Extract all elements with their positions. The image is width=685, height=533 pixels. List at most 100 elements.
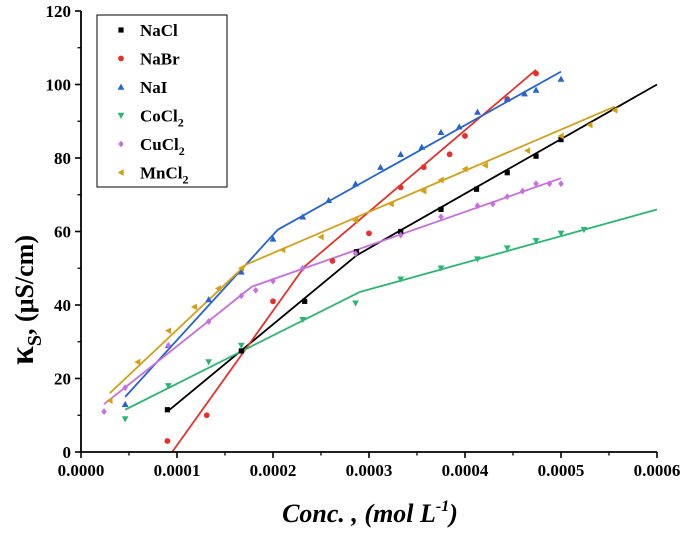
point-nai-1 [121,400,129,407]
legend-label: CoCl2 [140,107,184,130]
fit-line-cocl2-2 [359,208,658,294]
point-cucl2-11 [438,213,444,221]
point-nacl-7 [473,186,480,192]
point-nacl-6 [438,206,444,213]
point-nabr-6 [397,184,404,191]
legend-marker-nai [117,83,125,90]
point-cucl2-8 [300,264,306,272]
legend-marker-nabr [118,55,124,62]
legend-item-nai: NaI [117,78,168,97]
point-nacl-3 [302,298,308,304]
point-mncl2-4 [190,303,197,311]
point-cucl2-1 [101,408,107,415]
x-tick-label: 0.0004 [442,461,489,480]
point-nacl-1 [164,407,170,413]
point-cucl2-9 [352,250,359,257]
legend-label-base: NaBr [140,50,180,69]
point-nai-3 [205,296,213,303]
point-nai-8 [352,180,359,187]
legend-label-base: NaI [140,78,168,97]
x-tick-label: 0.0002 [250,461,297,480]
point-nacl-8 [504,170,510,176]
point-cucl2-6 [253,286,259,294]
point-nai-4 [237,268,245,275]
y-axis-title-symbol: κ [4,346,41,365]
point-nai-13 [455,123,463,130]
point-cocl2-9 [474,256,481,263]
point-nabr-8 [446,151,453,158]
legend-label: NaBr [140,50,180,69]
tick-labels: 0.0000 0.0001 0.0002 0.0003 0.0004 0.0005 0.00… [46,2,681,480]
point-mncl2-3 [164,327,172,335]
point-nai-11 [418,143,426,150]
point-cucl2-16 [533,180,539,188]
legend-label: NaCl [140,21,178,40]
point-nabr-5 [366,230,372,237]
point-cocl2-10 [503,245,511,252]
point-mncl2-15 [524,147,531,155]
legend-box [96,14,228,188]
x-axis-title-main: Conc. , (mol L [282,499,436,528]
point-mncl2-13 [461,165,468,173]
point-cocl2-8 [437,265,445,272]
point-nacl-2 [238,348,244,354]
legend-item-cucl2: CuCl2 [118,135,185,158]
point-cocl2-12 [557,230,565,237]
point-cocl2-13 [580,226,588,234]
point-mncl2-14 [481,161,488,169]
point-cucl2-14 [504,193,510,200]
point-cocl2-6 [352,300,359,307]
fit-line-nabr-1 [171,265,306,453]
point-mncl2-5 [214,285,221,292]
fit-line-nacl-1 [166,254,358,413]
point-cucl2-4 [205,318,212,325]
point-cocl2-5 [299,316,307,324]
legend-item-nacl: NaCl [118,21,178,40]
legend-item-cocl2: CoCl2 [117,107,184,130]
point-cucl2-10 [397,231,404,239]
x-tick-label: 0.0003 [346,461,393,480]
point-mncl2-12 [437,176,444,184]
fit-line-mncl2-2 [245,105,616,266]
fit-line-nabr-2 [304,69,537,268]
point-cucl2-15 [519,187,526,195]
point-cocl2-11 [532,237,540,245]
point-nacl-5 [398,228,404,235]
legend-label-sub: 2 [179,144,185,158]
legend-marker-cucl2 [118,140,124,148]
point-nabr-1 [164,438,171,444]
legend-label-sub: 2 [183,173,189,187]
point-nabr-11 [533,70,539,77]
legend-label-base: CoCl [140,107,178,126]
legend-label: MnCl2 [140,164,189,187]
point-cocl2-4 [237,342,245,349]
y-tick-label: 80 [54,149,71,168]
point-cocl2-2 [164,383,172,390]
y-tick-label: 0 [63,443,72,462]
point-nai-16 [521,90,528,97]
y-tick-label: 100 [46,76,72,95]
y-tick-label: 20 [54,370,71,389]
x-axis-title: Conc. , (mol L-1) [282,498,458,528]
point-mncl2-1 [106,397,113,404]
fit-line-nacl-2 [356,83,658,257]
point-cocl2-7 [397,276,405,283]
point-nai-12 [437,128,445,135]
point-cucl2-18 [558,180,564,188]
legend-marker-mncl2 [117,169,124,176]
legend-label-sub: 2 [178,116,184,130]
point-nai-18 [557,75,565,82]
x-tick-label: 0.0006 [634,461,681,480]
legend-label-base: MnCl [140,164,183,183]
point-mncl2-10 [387,200,394,208]
point-cucl2-2 [122,384,128,392]
point-nabr-7 [420,164,427,171]
fit-line-mncl2-1 [109,263,247,394]
point-nai-10 [397,150,405,158]
legend-label-base: NaCl [140,21,178,40]
legend-label: CuCl2 [140,135,185,158]
legend-item-mncl2: MnCl2 [117,164,189,187]
point-cocl2-3 [205,359,213,366]
